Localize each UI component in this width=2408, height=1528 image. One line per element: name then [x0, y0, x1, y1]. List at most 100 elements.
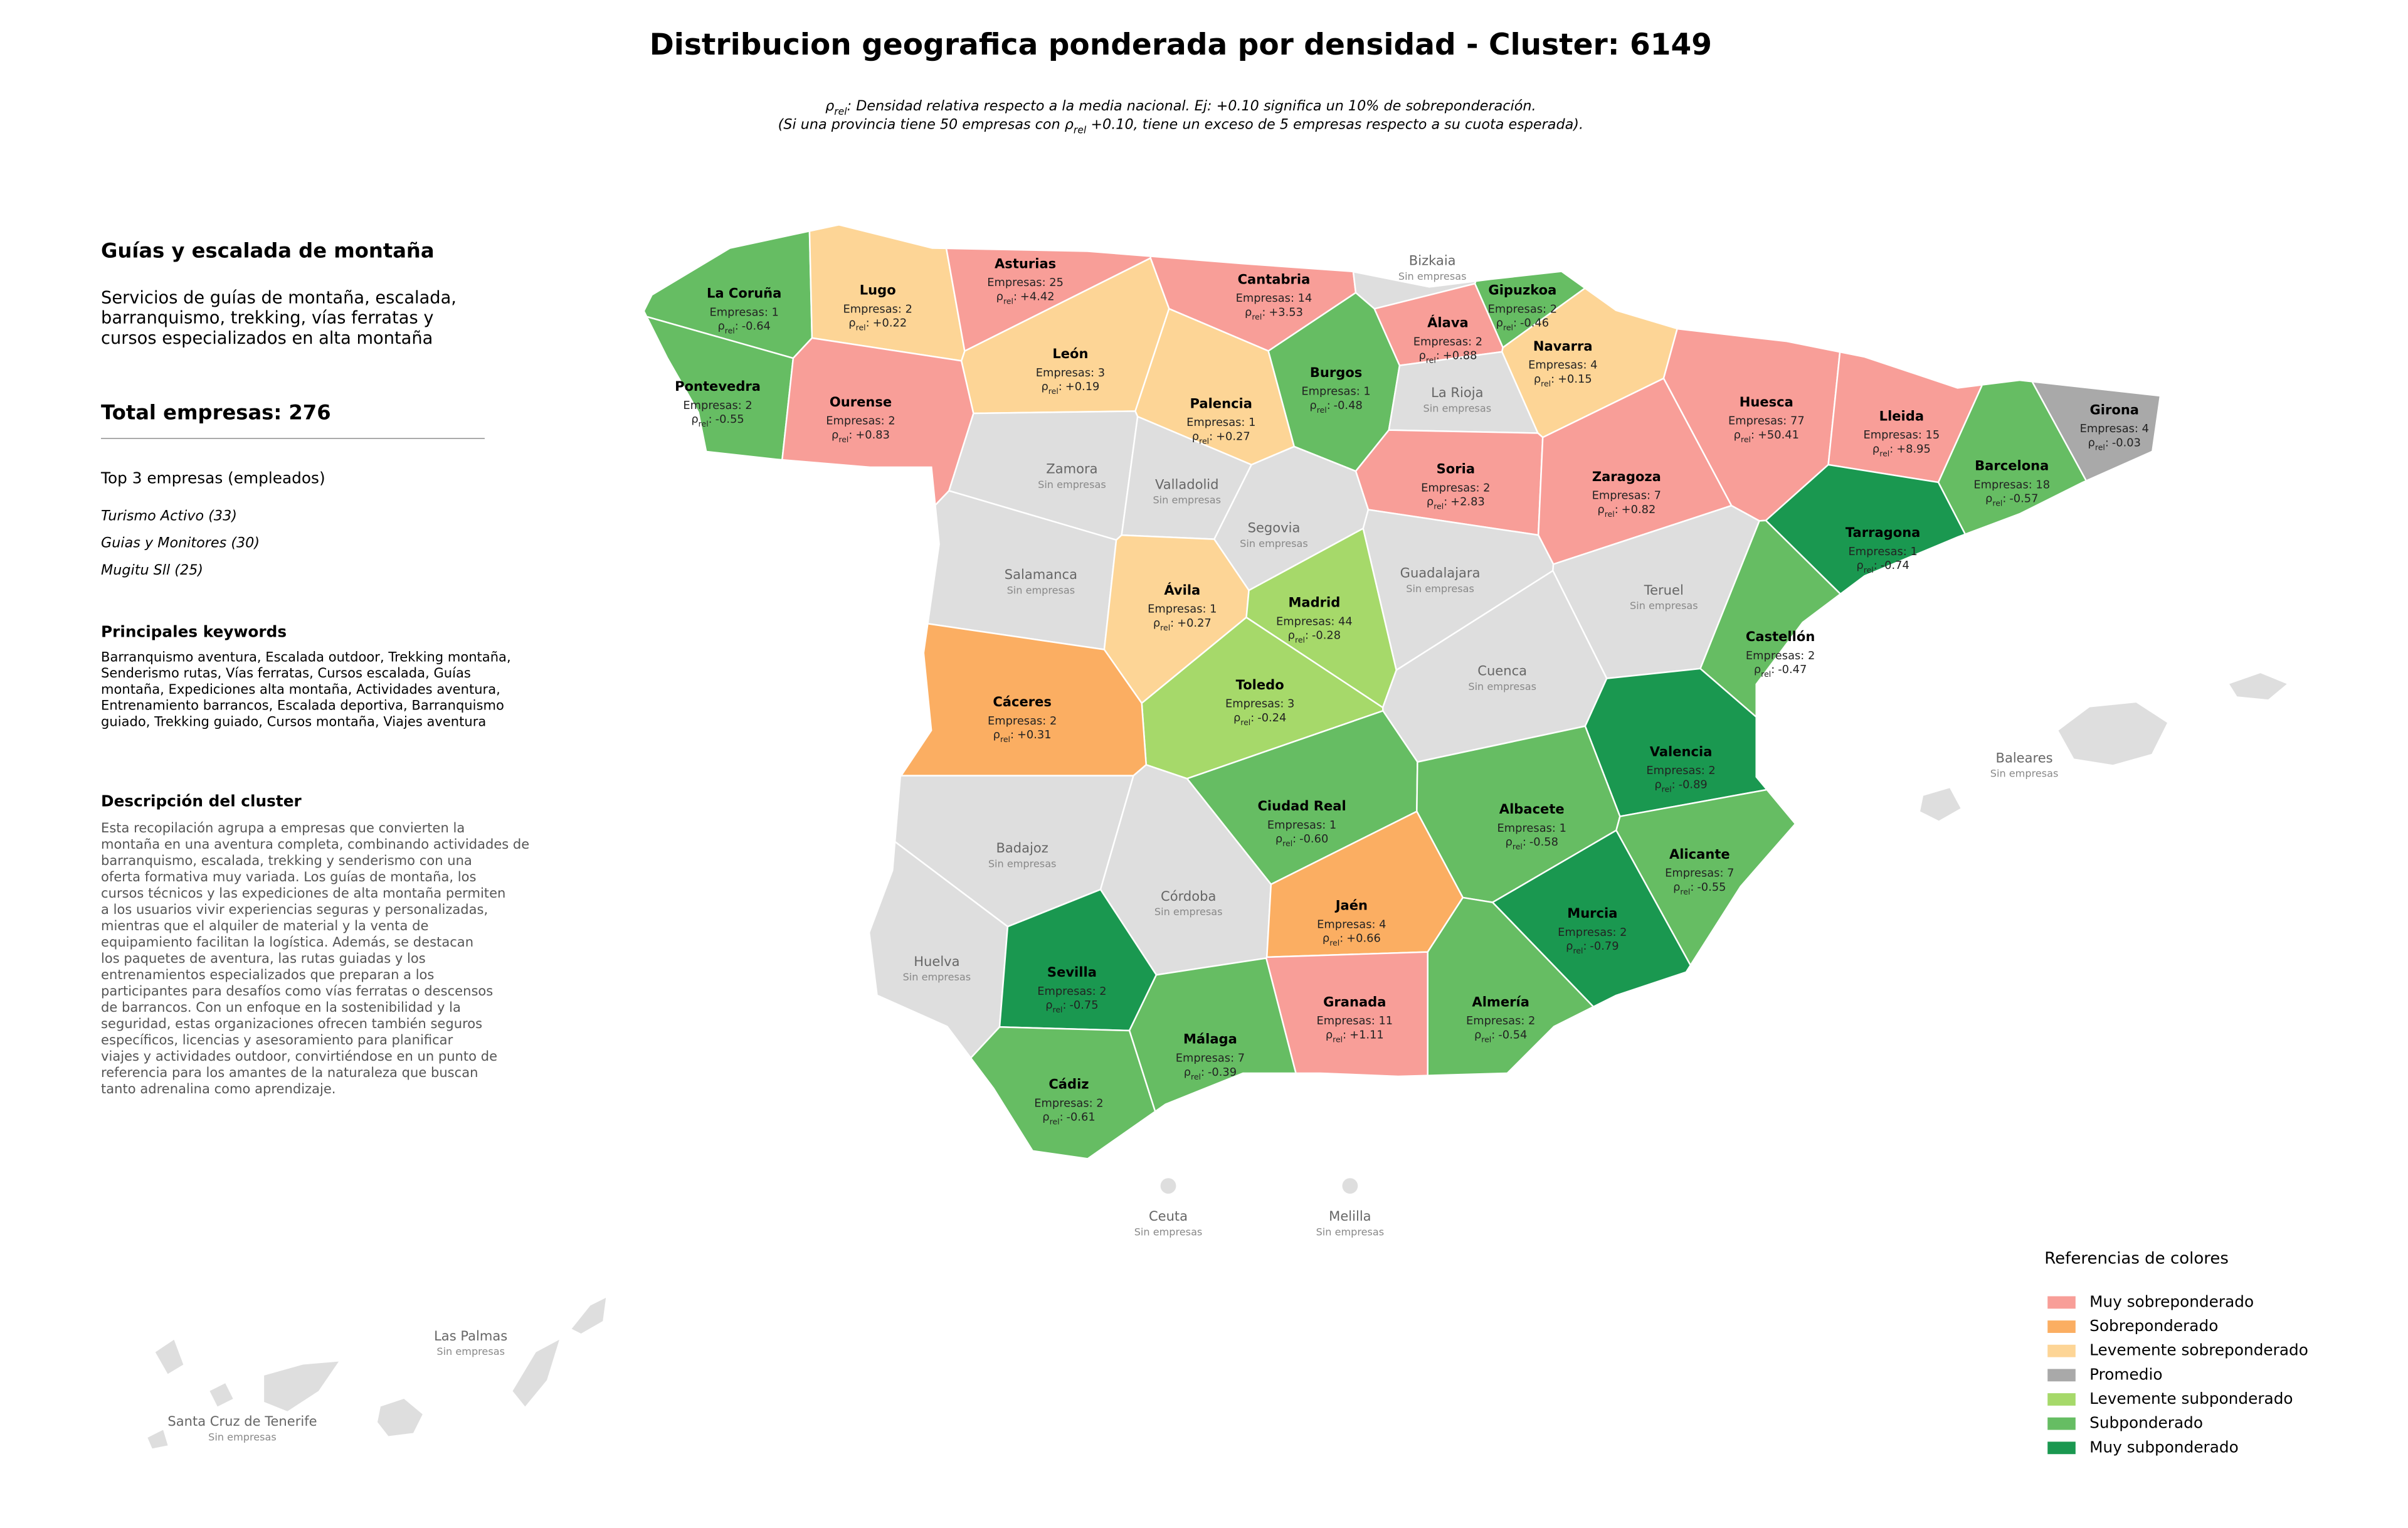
province-status: Sin empresas [1007, 584, 1075, 596]
province-rho: ρrel: +0.27 [1153, 617, 1212, 632]
province-name: Alicante [1669, 846, 1730, 862]
summary-line: cursos especializados en alta montaña [101, 329, 433, 348]
subscript: rel [1000, 735, 1010, 744]
province-name: Toledo [1236, 677, 1284, 692]
subscript: rel [834, 105, 847, 117]
province-rho: ρrel: -0.48 [1309, 399, 1362, 415]
text-part: : [866, 317, 870, 330]
subscript: rel [1680, 887, 1690, 896]
subscript: rel [1252, 312, 1262, 321]
province-shape [645, 299, 795, 767]
rho-value: -0.55 [716, 413, 744, 426]
province-status: Sin empresas [1990, 768, 2059, 780]
text-part: : [2002, 492, 2006, 506]
legend-label: Muy subponderado [2089, 1438, 2239, 1456]
province-empresas: Empresas: 7 [1592, 489, 1661, 502]
legend-swatch [2047, 1441, 2076, 1455]
province-name: Palencia [1190, 395, 1252, 411]
subscript: rel [1240, 718, 1250, 727]
province-status: Sin empresas [1398, 270, 1467, 282]
text-part: : [1491, 1028, 1495, 1041]
text-part: ρ [1275, 832, 1282, 846]
rho-value: -0.74 [1881, 559, 1909, 572]
province-rho: ρrel: -0.58 [1506, 836, 1558, 851]
province-empresas: Empresas: 2 [1646, 764, 1715, 777]
province-name: Huelva [914, 953, 959, 969]
province-rho: ρrel: +1.11 [1326, 1028, 1384, 1044]
province-empresas: Empresas: 2 [1413, 335, 1482, 348]
text-part: ρ [1309, 399, 1316, 412]
province-name: Guadalajara [1400, 565, 1481, 581]
text-part: (Si una provincia tiene 50 empresas con … [778, 116, 1074, 132]
province-name: Cáceres [993, 694, 1052, 709]
province-name: Salamanca [1005, 566, 1077, 582]
province-empresas: Empresas: 2 [1421, 481, 1490, 494]
subscript: rel [1879, 448, 1889, 458]
text-part: : [1523, 836, 1526, 849]
province-shape [1584, 667, 1830, 817]
province-rho: ρrel: +8.95 [1872, 442, 1931, 458]
keywords-line: guiado, Trekking guiado, Cursos montaña,… [101, 713, 486, 729]
text-part: : [1262, 305, 1265, 319]
province-name: Ávila [1164, 582, 1200, 598]
province-empresas: Empresas: 2 [1558, 926, 1627, 939]
subscript: rel [1513, 842, 1523, 851]
rho-value: +4.42 [1020, 290, 1055, 304]
province-status: Sin empresas [1630, 600, 1698, 612]
rho-value: +8.95 [1896, 442, 1931, 455]
description-line: tanto adrenalina como aprendizaje. [101, 1081, 335, 1096]
text-part: ρ [1184, 1066, 1191, 1079]
text-part: : [1436, 349, 1440, 363]
province-empresas: Empresas: 18 [1973, 478, 2050, 491]
description-line: a los usuarios vivir experiencias segura… [101, 901, 488, 917]
text-part: : [848, 428, 852, 442]
province-rho: ρrel: -0.89 [1654, 778, 1707, 793]
rho-value: +0.82 [1622, 503, 1656, 516]
legend: Referencias de colores Muy sobreponderad… [2044, 1249, 2308, 1456]
rho-value: -0.54 [1498, 1028, 1527, 1041]
province-name: Zamora [1046, 461, 1097, 477]
rho-value: +0.88 [1443, 349, 1477, 363]
rho-value: -0.89 [1679, 778, 1708, 791]
text-part: : Densidad relativa respecto a la media … [847, 97, 1536, 114]
description-line: montaña en una aventura completa, combin… [101, 836, 529, 852]
subscript: rel [1481, 1034, 1491, 1044]
province-empresas: Empresas: 2 [1466, 1014, 1535, 1027]
legend-swatch [2047, 1393, 2076, 1406]
province-status: Sin empresas [1468, 681, 1536, 692]
province-name: Albacete [1499, 801, 1565, 817]
province-shape [1615, 778, 2160, 1159]
subscript: rel [1317, 405, 1327, 415]
province-rho: ρrel: -0.47 [1754, 663, 1807, 679]
subscript: rel [2095, 442, 2105, 452]
province-empresas: Empresas: 3 [1036, 366, 1105, 379]
province-status: Sin empresas [436, 1345, 505, 1357]
text-part: : [1771, 663, 1775, 676]
text-part: ρ [1734, 428, 1741, 442]
province-name: Soria [1437, 461, 1475, 477]
islands [147, 673, 2287, 1449]
province-rho: ρrel: -0.74 [1856, 559, 1909, 575]
subscript: rel [1160, 623, 1170, 632]
subscript: rel [856, 323, 866, 332]
text-part: : [1063, 999, 1067, 1012]
text-part: : [1059, 380, 1062, 393]
province-name: La Rioja [1431, 385, 1483, 400]
description-line: Esta recopilación agrupa a empresas que … [101, 820, 465, 836]
province-name: Santa Cruz de Tenerife [167, 1413, 317, 1429]
text-part: : [1060, 1111, 1064, 1124]
province-shape [2058, 703, 2167, 765]
text-part: ρ [1427, 496, 1434, 509]
subscript: rel [1329, 938, 1339, 948]
province-shape [1920, 788, 1961, 821]
province-rho: ρrel: -0.55 [1673, 881, 1726, 896]
province-empresas: Empresas: 4 [1528, 359, 1597, 372]
rho-value: -0.61 [1067, 1111, 1096, 1124]
text-part: ρ [691, 413, 698, 426]
province-empresas: Empresas: 1 [1267, 819, 1336, 832]
text-part: ρ [1233, 711, 1240, 724]
text-part: ρ [1153, 617, 1160, 630]
legend-title: Referencias de colores [2044, 1249, 2229, 1268]
province-status: Sin empresas [1038, 479, 1106, 491]
